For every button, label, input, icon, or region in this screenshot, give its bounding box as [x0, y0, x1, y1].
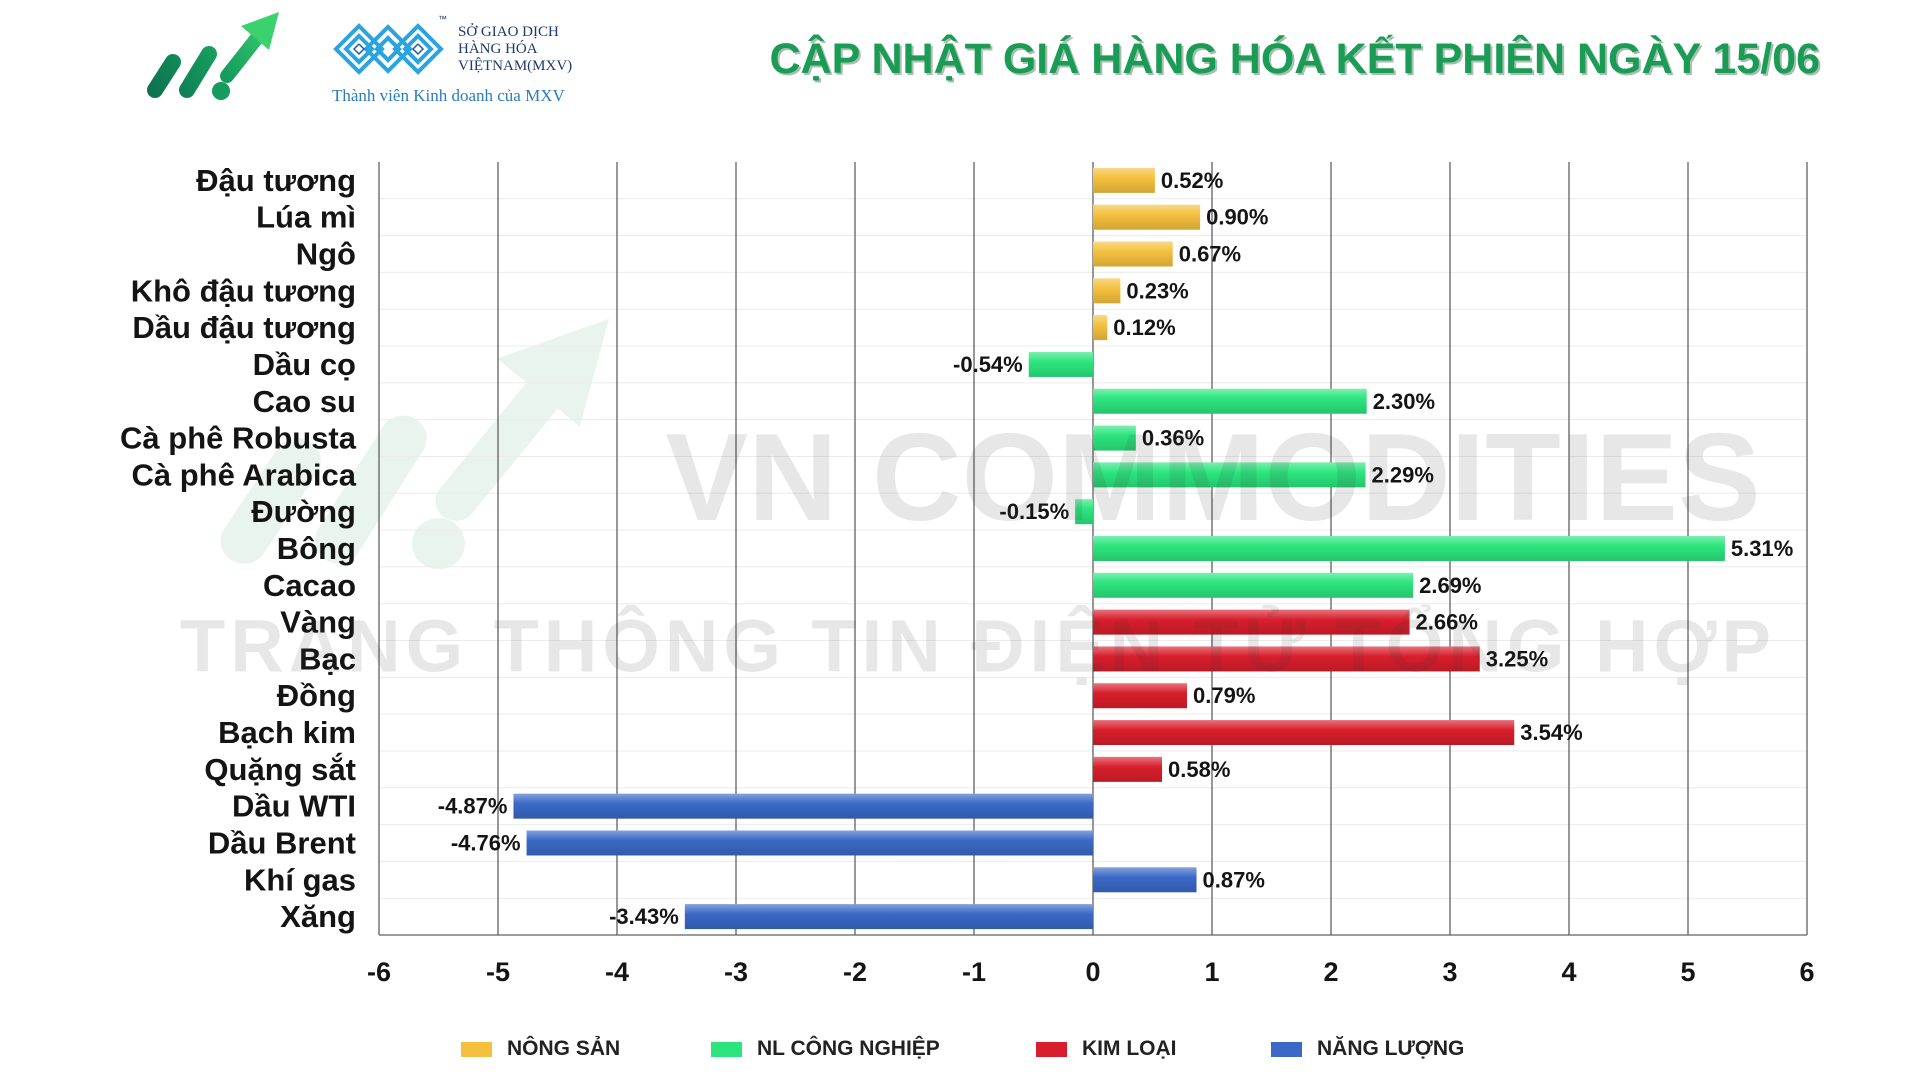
bar-ca-phe-robusta — [1093, 425, 1136, 451]
value-label-bong: 5.31% — [1731, 536, 1793, 561]
bar-bong — [1093, 536, 1725, 561]
category-label-dau-co: Dầu cọ — [253, 347, 356, 382]
legend-swatch — [1271, 1041, 1302, 1057]
value-label-cao-su: 2.30% — [1373, 389, 1435, 414]
bar-bac — [1093, 646, 1480, 672]
legend-item-nong-san: NÔNG SẢN — [461, 1037, 711, 1061]
category-label-cao-su: Cao su — [253, 384, 356, 419]
x-tick-label: -3 — [724, 957, 748, 987]
bar-quang-sat — [1093, 756, 1163, 782]
chart-legend: NÔNG SẢN NL CÔNG NGHIỆP KIM LOẠI NĂNG LƯ… — [461, 1036, 1491, 1062]
category-label-bong: Bông — [277, 531, 356, 566]
x-tick-label: 0 — [1085, 957, 1100, 987]
value-label-dau-wti: -4.87% — [438, 794, 508, 819]
value-label-quang-sat: 0.58% — [1168, 757, 1230, 782]
bar-duong — [1075, 499, 1093, 525]
legend-item-nang-luong: NĂNG LƯỢNG — [1271, 1037, 1491, 1061]
category-label-duong: Đường — [251, 494, 356, 529]
legend-label: KIM LOẠI — [1082, 1037, 1177, 1060]
value-label-xang: -3.43% — [609, 904, 679, 929]
category-label-dau-wti: Dầu WTI — [232, 789, 356, 824]
x-tick-label: -1 — [962, 957, 986, 987]
bar-dau-co — [1028, 351, 1093, 377]
mxv-trademark: ™ — [438, 14, 447, 24]
category-label-cacao: Cacao — [263, 568, 356, 603]
value-label-khi-gas: 0.87% — [1203, 867, 1265, 892]
bar-dau-tuong — [1093, 167, 1155, 193]
category-label-khi-gas: Khí gas — [244, 862, 356, 897]
x-tick-label: 6 — [1799, 957, 1814, 987]
value-label-dau-brent: -4.76% — [451, 830, 521, 855]
value-label-dau-co: -0.54% — [953, 352, 1023, 377]
bar-ngo — [1093, 241, 1173, 267]
bar-bach-kim — [1093, 720, 1515, 746]
x-tick-label: -6 — [367, 957, 391, 987]
x-tick-label: -2 — [843, 957, 867, 987]
bar-dau-brent — [526, 830, 1093, 856]
x-tick-label: -4 — [605, 957, 629, 987]
bar-cacao — [1093, 572, 1414, 598]
legend-swatch — [711, 1041, 742, 1057]
category-label-kho-dau-tuong: Khô đậu tương — [131, 273, 356, 308]
x-tick-label: 3 — [1442, 957, 1457, 987]
x-tick-label: -5 — [486, 957, 510, 987]
category-label-dong: Đồng — [277, 678, 356, 713]
legend-label: NÔNG SẢN — [507, 1037, 621, 1060]
x-tick-label: 5 — [1680, 957, 1695, 987]
value-label-kho-dau-tuong: 0.23% — [1126, 278, 1188, 303]
category-label-quang-sat: Quặng sắt — [204, 751, 356, 787]
category-label-ca-phe-robusta: Cà phê Robusta — [120, 421, 357, 456]
category-label-bac: Bạc — [299, 641, 356, 676]
value-label-ngo: 0.67% — [1179, 242, 1241, 267]
bar-ca-phe-arabica — [1093, 462, 1366, 488]
value-label-ca-phe-arabica: 2.29% — [1372, 462, 1434, 487]
category-label-dau-tuong: Đậu tương — [196, 163, 356, 198]
mxv-name-line-3: VIỆTNAM(MXV) — [458, 58, 573, 74]
bar-vang — [1093, 609, 1410, 635]
value-label-dong: 0.79% — [1193, 683, 1255, 708]
category-label-vang: Vàng — [280, 605, 356, 640]
category-label-bach-kim: Bạch kim — [218, 715, 356, 750]
value-label-bac: 3.25% — [1486, 646, 1548, 671]
bar-cao-su — [1093, 388, 1367, 414]
legend-swatch — [461, 1041, 492, 1057]
category-label-xang: Xăng — [280, 899, 356, 934]
bar-dong — [1093, 683, 1188, 709]
value-label-bach-kim: 3.54% — [1520, 720, 1582, 745]
mxv-name-line-2: HÀNG HÓA — [458, 41, 538, 57]
x-tick-label: 2 — [1323, 957, 1338, 987]
value-label-duong: -0.15% — [999, 499, 1069, 524]
bar-dau-wti — [513, 793, 1093, 819]
value-label-vang: 2.66% — [1416, 610, 1478, 635]
legend-label: NL CÔNG NGHIỆP — [757, 1037, 940, 1060]
page-title: CẬP NHẬT GIÁ HÀNG HÓA KẾT PHIÊN NGÀY 15/… — [769, 35, 1821, 83]
bar-khi-gas — [1093, 867, 1197, 893]
legend-item-kim-loai: KIM LOẠI — [1036, 1037, 1271, 1061]
mxv-diamond-logo-icon — [333, 23, 444, 75]
legend-item-nl-cong-nghiep: NL CÔNG NGHIỆP — [711, 1037, 1036, 1061]
value-label-cacao: 2.69% — [1419, 573, 1481, 598]
bar-lua-mi — [1093, 204, 1201, 230]
bar-kho-dau-tuong — [1093, 278, 1121, 304]
category-label-lua-mi: Lúa mì — [256, 200, 356, 235]
value-label-dau-tuong: 0.52% — [1161, 168, 1223, 193]
value-label-lua-mi: 0.90% — [1206, 205, 1268, 230]
value-label-ca-phe-robusta: 0.36% — [1142, 426, 1204, 451]
value-label-dau-dau-tuong: 0.12% — [1113, 315, 1175, 340]
mxv-member-tagline: Thành viên Kinh doanh của MXV — [332, 86, 565, 105]
category-label-ca-phe-arabica: Cà phê Arabica — [131, 457, 356, 492]
category-label-ngo: Ngô — [296, 237, 356, 272]
x-tick-label: 1 — [1204, 957, 1219, 987]
legend-label: NĂNG LƯỢNG — [1317, 1037, 1465, 1060]
growth-arrow-logo-icon — [147, 12, 279, 100]
category-label-dau-brent: Dầu Brent — [208, 825, 356, 860]
category-label-dau-dau-tuong: Dầu đậu tương — [132, 310, 356, 345]
bar-xang — [684, 904, 1093, 930]
bar-dau-dau-tuong — [1093, 315, 1108, 341]
mxv-name-line-1: SỞ GIAO DỊCH — [458, 24, 559, 40]
legend-swatch — [1036, 1041, 1067, 1057]
x-tick-label: 4 — [1561, 957, 1576, 987]
mxv-name: SỞ GIAO DỊCH HÀNG HÓA VIỆTNAM(MXV) — [458, 24, 572, 75]
